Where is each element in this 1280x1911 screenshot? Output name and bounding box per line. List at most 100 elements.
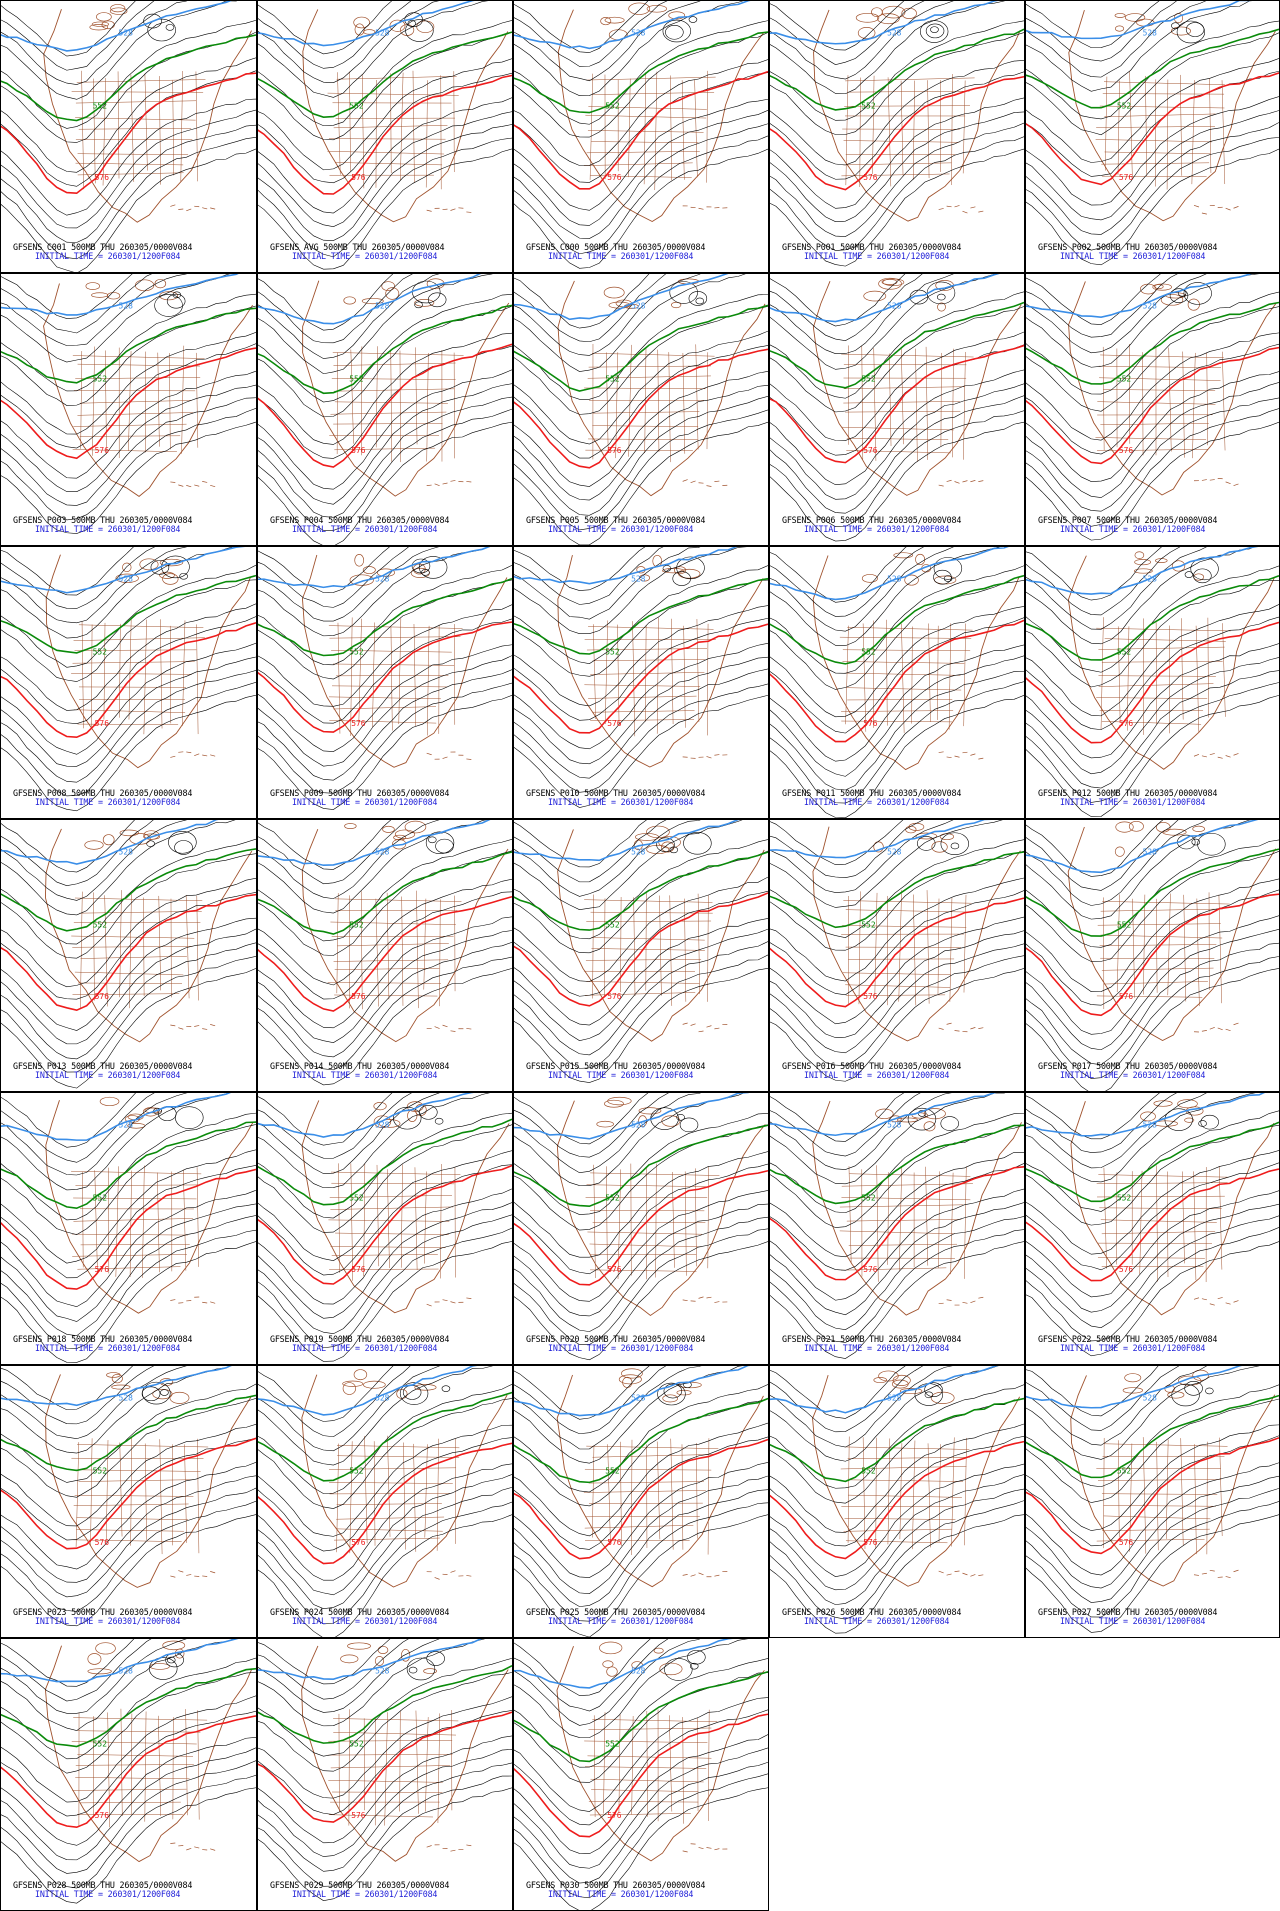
height-contour <box>770 274 923 341</box>
height-contour-map: 528 552 576 <box>770 274 1024 542</box>
state-boundaries <box>327 890 462 1010</box>
height-contour <box>514 643 768 750</box>
height-contour-map: 528 552 576 <box>1026 820 1279 1091</box>
panel-title: GFSENS P005 500MB THU 260305/0000V084 <box>526 515 706 525</box>
height-contour <box>770 1216 1024 1330</box>
height-contour <box>770 839 1024 938</box>
height-contour <box>514 1366 702 1450</box>
height-contour <box>770 877 1024 982</box>
panel-initial-time: INITIAL TIME = 260301/1200F084 <box>1060 797 1206 807</box>
height-contour <box>1026 1 1207 78</box>
height-contour <box>1026 148 1279 266</box>
height-contour-map: 528 552 576 <box>514 1093 768 1361</box>
panel-initial-time: INITIAL TIME = 260301/1200F084 <box>548 1343 694 1353</box>
height-contour <box>770 547 1000 647</box>
panel-title: GFSENS P012 500MB THU 260305/0000V084 <box>1038 788 1218 798</box>
height-contour <box>770 1124 1024 1228</box>
arctic-islands <box>89 4 128 31</box>
height-contour <box>770 1398 1024 1504</box>
height-contour <box>258 1 393 55</box>
height-contour-map: 528 552 576 <box>1 1093 256 1363</box>
contour-552-label: 552 <box>349 375 364 384</box>
contour-576-line <box>1026 621 1279 744</box>
height-contour <box>514 694 768 808</box>
height-contour <box>258 930 512 1043</box>
panel-title: GFSENS AVG 500MB THU 260305/0000V084 <box>270 242 445 252</box>
arctic-islands <box>1114 820 1205 857</box>
height-contour <box>1 1366 187 1440</box>
height-contour <box>1 616 256 724</box>
contour-576-line <box>258 1711 512 1823</box>
height-contour <box>770 565 1024 674</box>
contour-552-line <box>1026 1394 1279 1479</box>
low-center-contour <box>425 831 455 855</box>
height-contour <box>258 850 512 956</box>
contour-552-label: 552 <box>861 921 876 930</box>
height-contour <box>1 1461 256 1570</box>
height-contour <box>1026 1462 1279 1576</box>
ensemble-member-panel-p028: 528 552 576 GFSENS P028 500MB THU 260305/0… <box>0 1638 257 1911</box>
contour-552-line <box>1026 28 1279 109</box>
height-contour <box>258 1639 486 1727</box>
height-contour <box>258 1437 512 1552</box>
low-center-contour <box>919 20 949 43</box>
height-contour <box>258 891 512 1000</box>
low-center-contour <box>1171 1383 1200 1407</box>
contour-528-line <box>514 547 738 585</box>
height-contour-map: 528 552 576 <box>1 1366 256 1627</box>
height-contour <box>514 409 768 531</box>
height-contour <box>514 274 701 356</box>
height-contour <box>514 683 768 793</box>
height-contour <box>1026 956 1279 1079</box>
contour-552-label: 552 <box>861 102 876 111</box>
height-contour <box>514 968 768 1083</box>
contour-552-line <box>514 577 768 655</box>
height-contour <box>1026 1 1253 92</box>
height-contour <box>1026 851 1279 962</box>
contour-576-label: 576 <box>95 1538 110 1547</box>
state-boundaries <box>71 70 206 190</box>
height-contour <box>1 956 256 1073</box>
height-contour <box>1026 695 1279 817</box>
height-contour <box>258 916 512 1029</box>
contour-528-label: 528 <box>1143 847 1157 856</box>
height-contour <box>514 954 768 1069</box>
contour-552-label: 552 <box>349 1194 364 1203</box>
contour-528-label: 528 <box>1143 28 1157 37</box>
low-center-contour <box>676 1114 685 1121</box>
ensemble-member-panel-p006: 528 552 576 GFSENS P006 500MB THU 260305/0… <box>769 273 1025 546</box>
height-contour <box>514 876 768 982</box>
height-contour <box>1 384 256 492</box>
contour-576-label: 576 <box>351 1538 366 1547</box>
height-contour-map: 528 552 576 <box>514 547 768 808</box>
height-contour <box>514 941 768 1056</box>
height-contour <box>514 1475 768 1594</box>
contour-552-label: 552 <box>93 921 108 930</box>
panel-title: GFSENS P023 500MB THU 260305/0000V084 <box>13 1607 193 1617</box>
contour-528-line <box>514 274 729 321</box>
contour-528-line <box>258 820 491 867</box>
contour-576-line <box>258 621 512 733</box>
contour-528-label: 528 <box>631 301 646 310</box>
ensemble-member-panel-p018: 528 552 576 GFSENS P018 500MB THU 260305/0… <box>0 1092 257 1365</box>
caribbean-islands <box>170 751 216 758</box>
ensemble-member-panel-p010: 528 552 576 GFSENS P010 500MB THU 260305/0… <box>513 546 769 819</box>
height-contour <box>258 148 512 270</box>
height-contour <box>514 371 768 487</box>
height-contour <box>1 124 256 243</box>
height-contour-map: 528 552 576 <box>1026 274 1279 541</box>
height-contour <box>514 839 768 940</box>
caribbean-islands <box>1193 1569 1239 1579</box>
panel-initial-time: INITIAL TIME = 260301/1200F084 <box>292 797 438 807</box>
state-boundaries <box>328 617 463 736</box>
contour-576-label: 576 <box>863 719 878 728</box>
height-contour <box>1 305 256 406</box>
caribbean-islands <box>170 1024 216 1030</box>
height-contour-map: 528 552 576 <box>770 547 1024 818</box>
height-contour <box>258 97 512 214</box>
height-contour <box>1 274 187 346</box>
height-contour <box>258 1696 512 1799</box>
height-contour <box>1 547 187 624</box>
low-center-contour <box>428 836 437 844</box>
height-contour <box>258 408 512 531</box>
